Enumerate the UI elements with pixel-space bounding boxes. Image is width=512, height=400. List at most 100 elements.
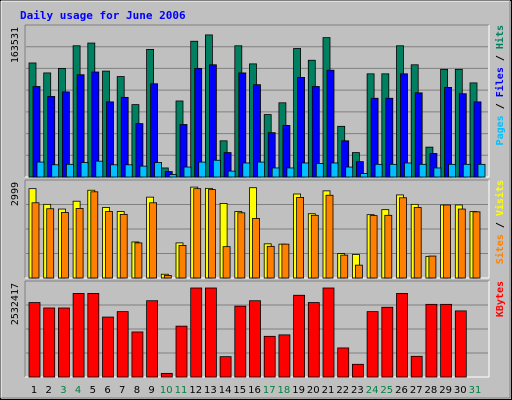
chart-panels: 163531 Pages / Files / Hits 2999 Sites / Vi… <box>10 24 506 378</box>
bar-pages-day-2 <box>51 164 60 178</box>
bar-files-day-17 <box>267 132 276 178</box>
bar-sites-day-29 <box>443 204 452 279</box>
bar-pages-day-8 <box>139 165 148 178</box>
bar-pages-day-26 <box>404 162 412 178</box>
bar-kbytes-day-22 <box>337 347 350 378</box>
bar-files-day-25 <box>385 97 394 178</box>
x-tick-label: 30 <box>454 385 467 396</box>
x-tick-label: 18 <box>278 385 291 396</box>
bar-kbytes-day-5 <box>87 293 100 378</box>
bar-pages-day-19 <box>301 162 310 178</box>
bar-pages-day-17 <box>271 167 280 178</box>
right-label-segment: Visits <box>494 180 506 216</box>
bar-sites-day-2 <box>46 208 55 279</box>
x-tick-label: 4 <box>75 385 81 396</box>
bar-sites-day-10 <box>163 275 172 279</box>
bar-pages-day-9 <box>154 162 163 178</box>
bar-kbytes-day-23 <box>351 363 364 378</box>
bar-kbytes-day-14 <box>219 356 232 378</box>
bar-kbytes-day-11 <box>175 325 188 378</box>
bar-kbytes-day-13 <box>204 287 217 378</box>
bar-sites-day-17 <box>266 245 275 279</box>
bar-sites-day-3 <box>61 212 69 279</box>
bar-sites-day-19 <box>296 197 305 279</box>
right-label-segment: / <box>495 49 506 67</box>
bar-pages-day-21 <box>330 162 339 178</box>
y-max-label: 2532417 <box>10 283 21 325</box>
bar-files-day-5 <box>91 71 100 178</box>
bar-sites-day-20 <box>310 214 319 279</box>
bar-sites-day-24 <box>369 215 378 279</box>
x-tick-label: 12 <box>189 385 202 396</box>
bar-kbytes-day-12 <box>190 287 203 378</box>
bar-pages-day-4 <box>80 162 89 178</box>
bar-kbytes-day-15 <box>234 305 247 378</box>
bar-pages-day-11 <box>183 166 192 178</box>
bar-kbytes-day-25 <box>381 306 394 378</box>
right-label-segment: / <box>495 97 506 115</box>
bar-sites-day-25 <box>384 214 393 279</box>
bar-kbytes-day-16 <box>249 300 261 378</box>
series-pages <box>36 159 486 178</box>
bar-sites-day-12 <box>193 188 202 279</box>
bar-kbytes-day-7 <box>116 311 129 378</box>
right-label-segment: KBytes <box>495 281 506 317</box>
bar-files-day-27 <box>414 92 423 178</box>
bar-pages-day-22 <box>345 166 354 178</box>
bar-files-day-30 <box>458 93 467 178</box>
bar-pages-day-31 <box>477 163 486 178</box>
bar-files-day-18 <box>282 125 291 178</box>
bar-kbytes-day-1 <box>28 302 41 378</box>
x-tick-label: 1 <box>31 385 37 396</box>
bar-sites-day-4 <box>75 208 84 279</box>
bar-pages-day-16 <box>257 161 265 178</box>
bar-files-day-3 <box>62 91 70 178</box>
bar-files-day-22 <box>341 140 350 178</box>
right-label-segment: Files <box>494 67 506 97</box>
bar-pages-day-29 <box>448 163 457 178</box>
bar-files-day-24 <box>370 97 379 178</box>
series-hits <box>28 34 478 178</box>
x-tick-label: 28 <box>425 385 438 396</box>
x-tick-label: 23 <box>351 385 364 396</box>
x-tick-label: 19 <box>292 385 305 396</box>
bar-sites-day-31 <box>472 211 481 279</box>
x-axis-tick-labels: 1 2 3 4 5 6 7 8 9 10 11 12 13 14 15 16 17 18 19 20 21 22 23 24 2… <box>31 385 482 396</box>
bar-sites-day-28 <box>428 255 437 279</box>
x-tick-label: 11 <box>175 385 188 396</box>
bar-pages-day-24 <box>374 163 383 178</box>
series-kbytes <box>28 287 467 378</box>
bar-sites-day-8 <box>134 242 143 279</box>
panel-hits-files-pages: 163531 Pages / Files / Hits <box>10 24 506 178</box>
bar-pages-day-15 <box>242 162 251 178</box>
bar-kbytes-day-4 <box>72 293 85 378</box>
x-tick-label: 2 <box>46 385 52 396</box>
bar-kbytes-day-6 <box>102 316 114 378</box>
x-tick-label: 21 <box>322 385 335 396</box>
x-tick-label: 9 <box>148 385 154 396</box>
bar-sites-day-13 <box>207 189 216 279</box>
y-max-label: 2999 <box>10 182 21 206</box>
bar-kbytes-day-27 <box>410 355 423 378</box>
bar-pages-day-25 <box>389 163 398 178</box>
bar-pages-day-28 <box>433 167 442 178</box>
bar-pages-day-20 <box>315 163 324 178</box>
bar-sites-day-9 <box>149 202 158 279</box>
bar-kbytes-day-10 <box>160 372 173 378</box>
bar-kbytes-day-9 <box>146 300 159 378</box>
bar-pages-day-6 <box>110 164 118 178</box>
x-tick-label: 20 <box>307 385 320 396</box>
bar-files-day-19 <box>297 77 306 178</box>
x-tick-label: 27 <box>410 385 423 396</box>
bar-sites-day-18 <box>281 243 290 279</box>
bar-files-day-7 <box>120 96 129 178</box>
bar-files-day-26 <box>400 73 408 178</box>
bar-files-day-4 <box>76 74 85 178</box>
x-tick-label: 17 <box>263 385 276 396</box>
bar-pages-day-27 <box>418 163 427 178</box>
x-tick-label: 31 <box>469 385 482 396</box>
bar-pages-day-5 <box>95 160 104 178</box>
bar-files-day-13 <box>208 64 217 178</box>
bar-kbytes-day-3 <box>58 307 70 378</box>
bar-files-day-14 <box>223 152 232 178</box>
